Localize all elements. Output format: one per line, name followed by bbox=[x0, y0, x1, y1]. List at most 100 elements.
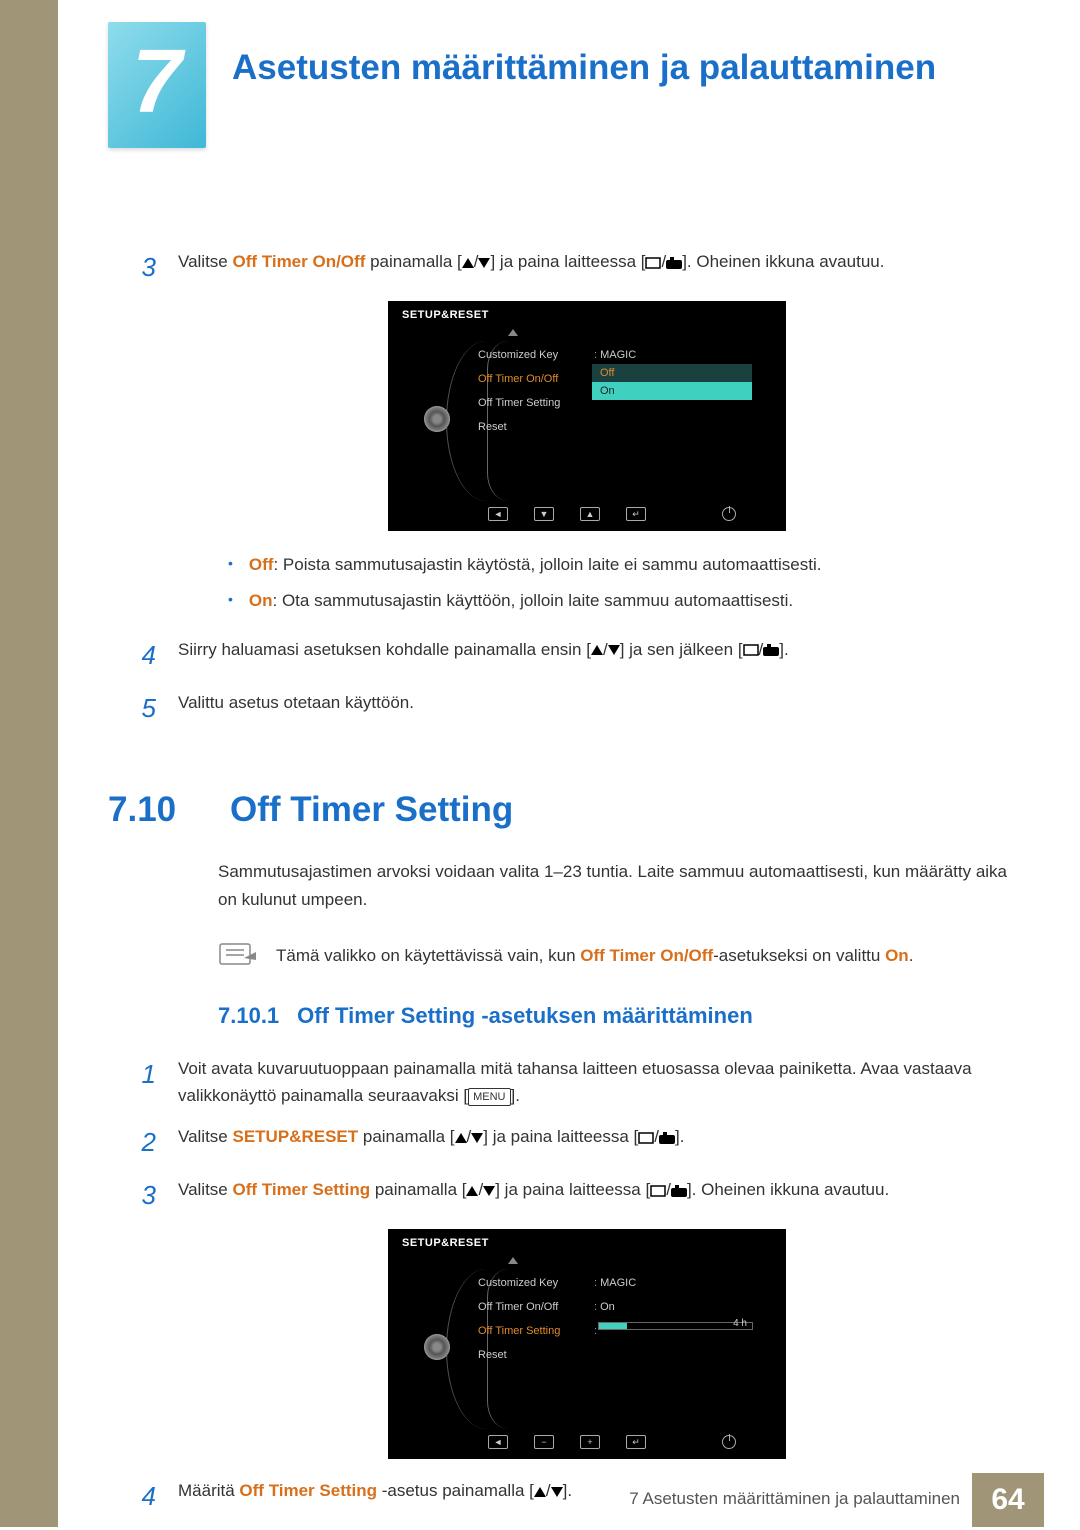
power-icon bbox=[722, 507, 736, 521]
section-heading: 7.10 Off Timer Setting bbox=[108, 790, 1008, 830]
step-row-3b: 3 Valitse Off Timer Setting painamalla [… bbox=[108, 1176, 1008, 1215]
step-text: Voit avata kuvaruutuoppaan painamalla mi… bbox=[178, 1055, 1008, 1109]
section-number: 7.10 bbox=[108, 790, 208, 830]
left-icon: ◄ bbox=[488, 1435, 508, 1449]
down-triangle-icon bbox=[478, 258, 490, 268]
up-arrow-icon bbox=[508, 329, 518, 336]
osd-menu-row: Customized Key : MAGIC bbox=[468, 1271, 708, 1295]
up-icon: ▲ bbox=[580, 507, 600, 521]
subsection-number: 7.10.1 bbox=[218, 1003, 279, 1029]
bullet-list: • Off: Poista sammutusajastin käytöstä, … bbox=[228, 549, 1008, 618]
rect-icon bbox=[743, 644, 759, 656]
osd-footer-icons: ◄ ▼ ▲ ↵ bbox=[488, 507, 778, 521]
bullet-dot-icon: • bbox=[228, 549, 233, 581]
chapter-number-box: 7 bbox=[108, 22, 206, 148]
chapter-title: Asetusten määrittäminen ja palauttaminen bbox=[232, 48, 936, 88]
gear-icon bbox=[424, 406, 450, 432]
step-row-3: 3 Valitse Off Timer On/Off painamalla [/… bbox=[108, 248, 1008, 287]
rect-icon bbox=[650, 1185, 666, 1197]
down-triangle-icon bbox=[608, 645, 620, 655]
note-box: Tämä valikko on käytettävissä vain, kun … bbox=[218, 942, 1008, 969]
step-number: 4 bbox=[108, 636, 178, 675]
rect-icon bbox=[645, 257, 661, 269]
osd-title: SETUP&RESET bbox=[402, 309, 489, 321]
highlight-setup-reset: SETUP&RESET bbox=[233, 1127, 359, 1146]
osd-menu-label: Customized Key bbox=[468, 343, 588, 367]
osd-menu-value: : On bbox=[588, 1295, 708, 1319]
osd-screenshot-2: SETUP&RESET Customized Key : MAGIC Off T… bbox=[388, 1229, 786, 1459]
osd-screenshot-1: SETUP&RESET Customized Key : MAGIC Off T… bbox=[388, 301, 786, 531]
osd-menu-label: Reset bbox=[468, 415, 588, 439]
osd-menu-label: Off Timer On/Off bbox=[468, 1295, 588, 1319]
step-text: Valitse SETUP&RESET painamalla [/] ja pa… bbox=[178, 1123, 1008, 1150]
step-text: Siirry haluamasi asetuksen kohdalle pain… bbox=[178, 636, 1008, 663]
osd-menu-row: Off Timer On/Off : On bbox=[468, 1295, 708, 1319]
step-text: Valittu asetus otetaan käyttöön. bbox=[178, 689, 1008, 716]
section-paragraph: Sammutusajastimen arvoksi voidaan valita… bbox=[218, 858, 1008, 914]
down-icon: ▼ bbox=[534, 507, 554, 521]
return-icon: ↵ bbox=[626, 1435, 646, 1449]
osd-option-on: On bbox=[592, 382, 752, 400]
rect-icon bbox=[638, 1132, 654, 1144]
enter-icon bbox=[659, 1132, 675, 1144]
osd-menu-label: Reset bbox=[468, 1343, 588, 1367]
power-icon bbox=[722, 1435, 736, 1449]
bullet-dot-icon: • bbox=[228, 585, 233, 617]
bullet-label-on: On bbox=[249, 591, 273, 610]
step-number: 5 bbox=[108, 689, 178, 728]
up-triangle-icon bbox=[591, 645, 603, 655]
osd-option-off: Off bbox=[592, 364, 752, 382]
footer-chapter-text: 7 Asetusten määrittäminen ja palauttamin… bbox=[629, 1489, 960, 1509]
section-title: Off Timer Setting bbox=[230, 790, 513, 830]
down-triangle-icon bbox=[471, 1133, 483, 1143]
step-number: 2 bbox=[108, 1123, 178, 1162]
enter-icon bbox=[671, 1185, 687, 1197]
slider-value: 4 h bbox=[733, 1318, 747, 1329]
highlight-off-timer-setting: Off Timer Setting bbox=[233, 1180, 371, 1199]
bullet-text: Off: Poista sammutusajastin käytöstä, jo… bbox=[249, 549, 822, 581]
down-triangle-icon bbox=[483, 1186, 495, 1196]
osd-menu-value: : MAGIC bbox=[588, 1271, 708, 1295]
osd-menu-label: Customized Key bbox=[468, 1271, 588, 1295]
osd-slider: 4 h bbox=[598, 1319, 753, 1333]
up-arrow-icon bbox=[508, 1257, 518, 1264]
osd-menu-label-active: Off Timer Setting bbox=[468, 1319, 588, 1343]
up-triangle-icon bbox=[455, 1133, 467, 1143]
osd-footer-icons: ◄ − + ↵ bbox=[488, 1435, 778, 1449]
bullet-label-off: Off bbox=[249, 555, 274, 574]
bullet-row: • On: Ota sammutusajastin käyttöön, joll… bbox=[228, 585, 1008, 617]
note-highlight: Off Timer On/Off bbox=[580, 946, 713, 965]
step-number: 3 bbox=[108, 1176, 178, 1215]
text-prefix: Valitse bbox=[178, 252, 233, 271]
footer-page-number: 64 bbox=[972, 1473, 1044, 1527]
up-triangle-icon bbox=[462, 258, 474, 268]
up-triangle-icon bbox=[466, 1186, 478, 1196]
enter-icon bbox=[763, 644, 779, 656]
step-row-1b: 1 Voit avata kuvaruutuoppaan painamalla … bbox=[108, 1055, 1008, 1109]
step-number: 3 bbox=[108, 248, 178, 287]
step-text: Valitse Off Timer On/Off painamalla [/] … bbox=[178, 248, 1008, 275]
osd-title: SETUP&RESET bbox=[402, 1237, 489, 1249]
note-highlight: On bbox=[885, 946, 909, 965]
step-row-5: 5 Valittu asetus otetaan käyttöön. bbox=[108, 689, 1008, 728]
page-content: 3 Valitse Off Timer On/Off painamalla [/… bbox=[108, 248, 1008, 1530]
left-margin-bar bbox=[0, 0, 58, 1527]
osd-menu-row: Reset bbox=[468, 1343, 708, 1367]
minus-icon: − bbox=[534, 1435, 554, 1449]
enter-icon bbox=[666, 257, 682, 269]
menu-key: MENU bbox=[468, 1088, 510, 1106]
highlight-off-timer-onoff: Off Timer On/Off bbox=[233, 252, 366, 271]
note-icon bbox=[218, 938, 258, 968]
left-icon: ◄ bbox=[488, 507, 508, 521]
return-icon: ↵ bbox=[626, 507, 646, 521]
bullet-text: On: Ota sammutusajastin käyttöön, jolloi… bbox=[249, 585, 793, 617]
page-footer: 7 Asetusten määrittäminen ja palauttamin… bbox=[0, 1467, 1080, 1527]
text: ]. Oheinen ikkuna avautuu. bbox=[682, 252, 884, 271]
bullet-row: • Off: Poista sammutusajastin käytöstä, … bbox=[228, 549, 1008, 581]
step-number: 1 bbox=[108, 1055, 178, 1094]
text: ] ja paina laitteessa [ bbox=[490, 252, 645, 271]
text: painamalla [ bbox=[365, 252, 461, 271]
osd-menu-row: Reset bbox=[468, 415, 708, 439]
subsection-heading: 7.10.1 Off Timer Setting -asetuksen määr… bbox=[218, 1003, 1008, 1029]
slider-fill bbox=[599, 1323, 627, 1329]
